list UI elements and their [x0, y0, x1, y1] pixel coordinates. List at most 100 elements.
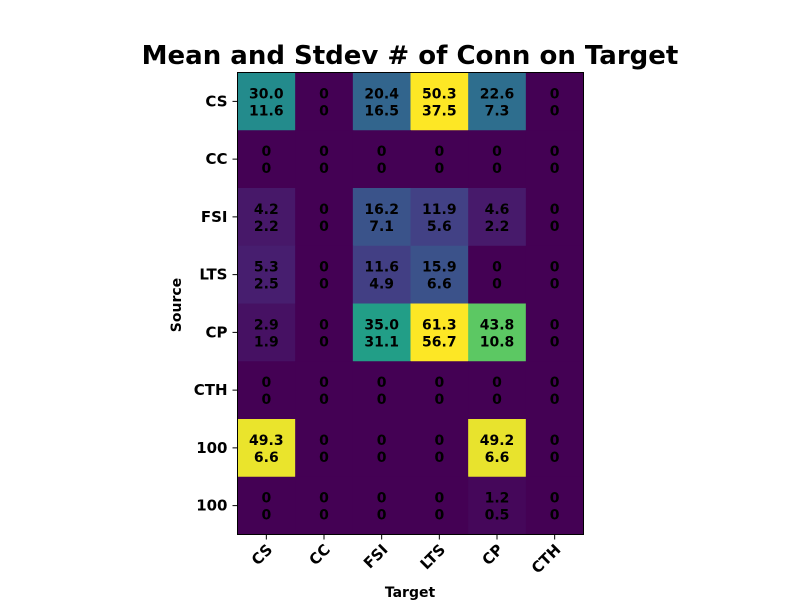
- cell-mean-label: 0: [550, 491, 560, 507]
- heatmap-cell: [352, 361, 411, 420]
- cell-stdev-label: 0: [319, 392, 329, 408]
- cell-stdev-label: 0: [319, 219, 329, 235]
- heatmap-cell: [352, 419, 411, 478]
- y-tick-label: CP: [205, 323, 227, 341]
- cell-mean-label: 0: [319, 260, 329, 276]
- cell-mean-label: 61.3: [422, 317, 457, 333]
- cell-mean-label: 0: [319, 317, 329, 333]
- y-axis-ticks: CS CC FSI LTS CP CTH 100 100: [194, 92, 238, 515]
- cell-mean-label: 0: [261, 491, 271, 507]
- cell-stdev-label: 0: [319, 103, 329, 119]
- cell-mean-label: 0: [261, 144, 271, 160]
- heatmap-cell: [352, 188, 411, 247]
- heatmap-cell: [295, 72, 354, 131]
- cell-mean-label: 0: [434, 491, 444, 507]
- cell-stdev-label: 0: [550, 334, 560, 350]
- heatmap-cell: [295, 476, 354, 535]
- heatmap-cell: [237, 72, 296, 131]
- cell-mean-label: 0: [434, 144, 444, 160]
- cell-stdev-label: 0: [377, 161, 387, 177]
- cell-stdev-label: 0: [377, 392, 387, 408]
- cell-mean-label: 0: [550, 433, 560, 449]
- cell-mean-label: 4.2: [254, 202, 279, 218]
- heatmap-cell: [237, 130, 296, 189]
- cell-stdev-label: 0: [492, 161, 502, 177]
- cell-stdev-label: 0: [434, 508, 444, 524]
- cell-stdev-label: 6.6: [485, 450, 510, 466]
- cell-mean-label: 16.2: [364, 202, 399, 218]
- heatmap-cell: [468, 476, 527, 535]
- cell-labels: 30.011.60020.416.550.337.522.67.30000000…: [249, 86, 560, 523]
- heatmap-cell: [295, 188, 354, 247]
- x-axis-label: Target: [385, 585, 436, 600]
- cell-stdev-label: 16.5: [364, 103, 399, 119]
- heatmap-cell: [410, 130, 469, 189]
- x-axis-ticks: CS CC FSI LTS CP CTH: [248, 534, 564, 577]
- cell-mean-label: 0: [319, 433, 329, 449]
- cell-mean-label: 0: [377, 144, 387, 160]
- cell-stdev-label: 0: [261, 508, 271, 524]
- cell-stdev-label: 2.2: [254, 219, 279, 235]
- cell-mean-label: 30.0: [249, 86, 284, 102]
- heatmap-cell: [237, 188, 296, 247]
- cell-stdev-label: 4.9: [369, 277, 394, 293]
- heatmap-cell: [295, 361, 354, 420]
- cell-mean-label: 49.2: [480, 433, 515, 449]
- heatmap-cell: [410, 72, 469, 131]
- cell-mean-label: 1.2: [485, 491, 510, 507]
- cell-mean-label: 5.3: [254, 260, 279, 276]
- x-tick-label: LTS: [417, 541, 450, 574]
- cell-stdev-label: 0: [550, 219, 560, 235]
- cell-mean-label: 0: [377, 491, 387, 507]
- heatmap-cell: [295, 130, 354, 189]
- cell-mean-label: 0: [261, 375, 271, 391]
- cell-mean-label: 2.9: [254, 317, 279, 333]
- cell-mean-label: 0: [550, 260, 560, 276]
- heatmap-cell: [410, 245, 469, 304]
- cell-stdev-label: 31.1: [364, 334, 399, 350]
- heatmap-cell: [410, 419, 469, 478]
- x-tick-label: CC: [306, 541, 334, 569]
- cell-mean-label: 0: [434, 375, 444, 391]
- heatmap-cell: [237, 361, 296, 420]
- heatmap-cell: [410, 361, 469, 420]
- cell-stdev-label: 2.5: [254, 277, 279, 293]
- cell-stdev-label: 0: [377, 508, 387, 524]
- cell-stdev-label: 0: [319, 161, 329, 177]
- cell-stdev-label: 0: [319, 450, 329, 466]
- cell-mean-label: 0: [434, 433, 444, 449]
- heatmap-cell: [525, 188, 584, 247]
- cell-stdev-label: 0: [550, 103, 560, 119]
- y-tick-label: CC: [205, 150, 227, 168]
- cell-stdev-label: 1.9: [254, 334, 279, 350]
- heatmap-cell: [410, 188, 469, 247]
- chart-title: Mean and Stdev # of Conn on Target: [142, 41, 679, 71]
- heatmap-cell: [525, 361, 584, 420]
- y-tick-label: 100: [196, 439, 227, 457]
- heatmap-cell: [295, 419, 354, 478]
- cell-mean-label: 0: [550, 202, 560, 218]
- plot-frame: [237, 72, 584, 535]
- heatmap-cell: [468, 130, 527, 189]
- cell-stdev-label: 37.5: [422, 103, 457, 119]
- heatmap-cell: [352, 476, 411, 535]
- heatmap-cell: [237, 303, 296, 362]
- y-tick-label: CTH: [194, 381, 228, 399]
- cell-stdev-label: 7.3: [485, 103, 510, 119]
- heatmap-cell: [525, 419, 584, 478]
- heatmap-cell: [352, 72, 411, 131]
- heatmap-cell: [525, 130, 584, 189]
- cell-mean-label: 0: [550, 86, 560, 102]
- cell-mean-label: 11.9: [422, 202, 457, 218]
- heatmap-cell: [410, 303, 469, 362]
- y-tick-label: LTS: [199, 266, 227, 284]
- cell-stdev-label: 0: [319, 508, 329, 524]
- cell-mean-label: 43.8: [480, 317, 515, 333]
- cell-mean-label: 0: [492, 375, 502, 391]
- cell-stdev-label: 0: [550, 508, 560, 524]
- heatmap-cell: [352, 130, 411, 189]
- cell-stdev-label: 0: [550, 277, 560, 293]
- heatmap-cell: [525, 476, 584, 535]
- cell-mean-label: 50.3: [422, 86, 457, 102]
- cell-mean-label: 22.6: [480, 86, 515, 102]
